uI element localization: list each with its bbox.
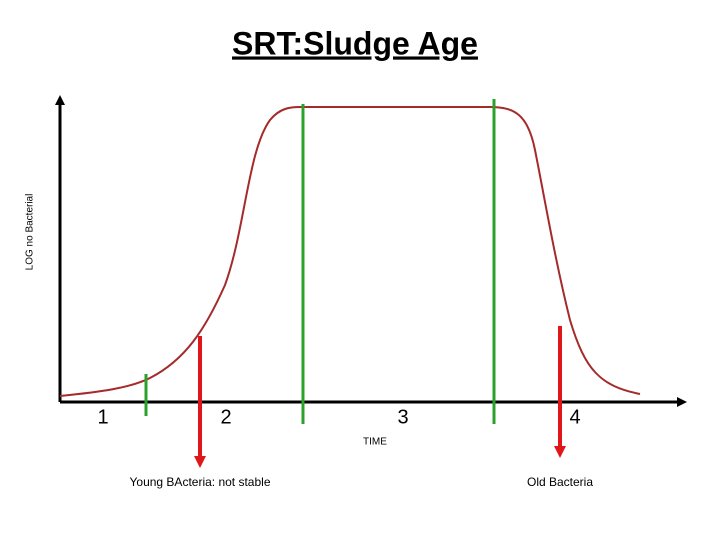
- x-axis-label: TIME: [363, 437, 387, 448]
- phase-label: 4: [569, 406, 580, 428]
- phase-label: 3: [397, 406, 408, 428]
- phase-label: 1: [97, 406, 108, 428]
- y-axis-label: LOG no Bacterial: [25, 194, 36, 271]
- annotation: Young BActeria: not stable: [130, 475, 271, 489]
- title: SRT:Sludge Age: [232, 25, 478, 61]
- annotation: Old Bacteria: [527, 475, 593, 489]
- phase-label: 2: [220, 406, 231, 428]
- growth-curve: [59, 106, 641, 397]
